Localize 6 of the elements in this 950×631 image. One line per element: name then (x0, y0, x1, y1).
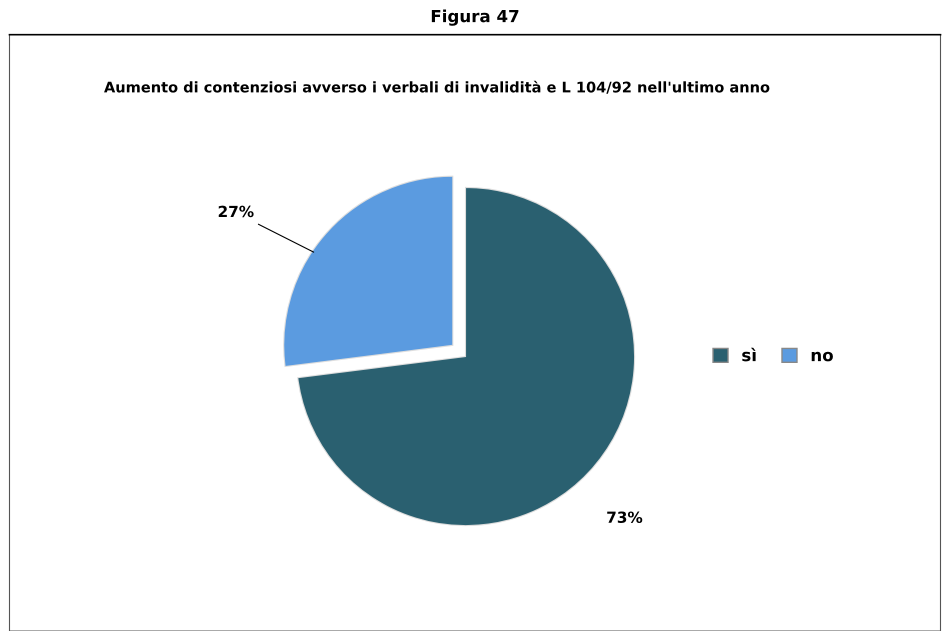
data-label: 27% (218, 206, 254, 218)
legend-label: sì (742, 348, 756, 362)
text: Figura 47 (432, 9, 518, 26)
legend-label: no (812, 352, 833, 362)
data-label: 73% (607, 511, 642, 524)
chart-title: Aumento di contenziosi avverso i verbali di invalidità e L 104/92 nell'ultimo anno (104, 80, 770, 94)
